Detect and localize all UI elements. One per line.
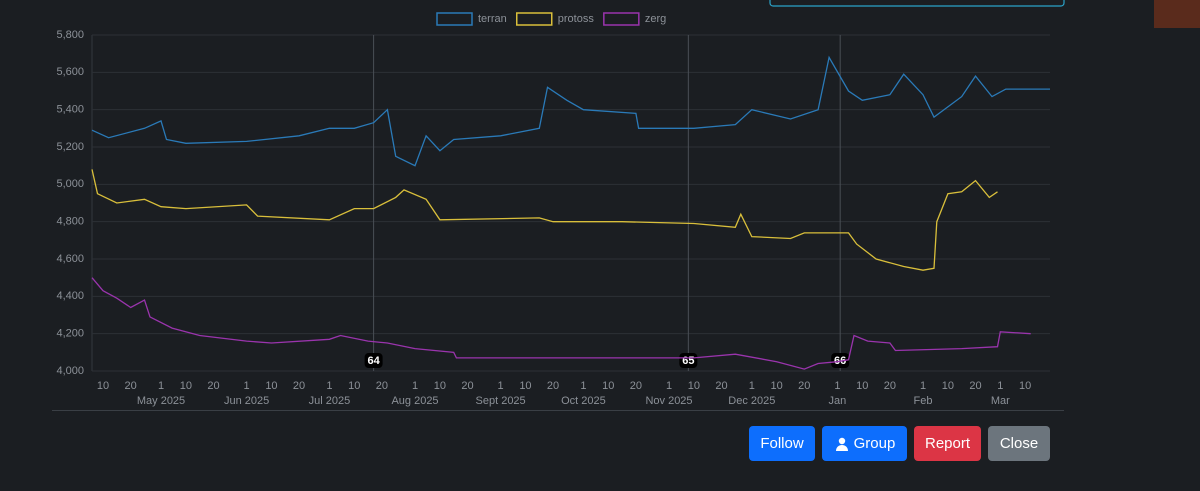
x-tick-label: 1 (749, 380, 755, 392)
x-tick-label: 10 (265, 380, 277, 392)
x-tick-label: 20 (884, 380, 896, 392)
x-month-label: Jun 2025 (224, 395, 269, 407)
x-tick-label: 1 (326, 380, 332, 392)
x-month-label: Oct 2025 (561, 395, 606, 407)
close-button[interactable]: Close (988, 426, 1050, 461)
x-tick-label: 10 (771, 380, 783, 392)
group-button[interactable]: Group (822, 426, 907, 461)
x-tick-label: 10 (688, 380, 700, 392)
x-tick-label: 20 (461, 380, 473, 392)
group-label: Group (853, 435, 896, 452)
x-month-label: Jul 2025 (309, 395, 351, 407)
x-tick-label: 20 (207, 380, 219, 392)
x-tick-label: 1 (244, 380, 250, 392)
x-tick-label: 10 (602, 380, 614, 392)
group-icon (835, 437, 848, 451)
x-tick-label: 1 (580, 380, 586, 392)
x-month-label: Nov 2025 (645, 395, 692, 407)
legend-label: terran (478, 13, 507, 25)
y-tick-label: 5,800 (56, 29, 84, 41)
x-tick-label: 1 (158, 380, 164, 392)
x-tick-label: 1 (834, 380, 840, 392)
y-tick-label: 4,600 (56, 253, 84, 265)
legend-label: protoss (558, 13, 595, 25)
y-tick-label: 4,800 (56, 216, 84, 228)
y-tick-label: 4,400 (56, 290, 84, 302)
season-badge (679, 353, 698, 368)
x-tick-label: 10 (519, 380, 531, 392)
season-badge (364, 353, 383, 368)
x-tick-label: 20 (715, 380, 727, 392)
x-tick-label: 1 (920, 380, 926, 392)
x-month-label: Jan (829, 395, 847, 407)
x-tick-label: 1 (412, 380, 418, 392)
x-tick-label: 20 (376, 380, 388, 392)
season-label: 64 (367, 355, 380, 367)
legend-label: zerg (645, 13, 666, 25)
x-tick-label: 20 (293, 380, 305, 392)
report-button[interactable]: Report (914, 426, 981, 461)
x-tick-label: 10 (856, 380, 868, 392)
x-tick-label: 10 (348, 380, 360, 392)
avatar (1154, 0, 1200, 28)
x-month-label: Sept 2025 (476, 395, 526, 407)
y-tick-label: 5,600 (56, 66, 84, 78)
x-tick-label: 1 (498, 380, 504, 392)
y-tick-label: 4,000 (56, 365, 84, 377)
x-month-label: Aug 2025 (391, 395, 438, 407)
x-tick-label: 20 (969, 380, 981, 392)
x-tick-label: 10 (434, 380, 446, 392)
series-line (91, 55, 1050, 167)
x-month-label: Dec 2025 (728, 395, 775, 407)
season-badge (831, 353, 850, 368)
x-tick-label: 1 (666, 380, 672, 392)
series-line (91, 169, 998, 271)
x-tick-label: 20 (630, 380, 642, 392)
top-panel (769, 0, 1065, 7)
x-tick-label: 10 (1019, 380, 1031, 392)
follow-button[interactable]: Follow (749, 426, 815, 461)
legend-swatch (516, 12, 553, 26)
x-tick-label: 10 (942, 380, 954, 392)
legend-swatch (603, 12, 640, 26)
y-tick-label: 5,200 (56, 141, 84, 153)
x-tick-label: 1 (997, 380, 1003, 392)
legend-swatch (436, 12, 473, 26)
series-line (91, 277, 1031, 370)
x-month-label: Feb (914, 395, 933, 407)
season-label: 65 (682, 355, 694, 367)
y-tick-label: 5,400 (56, 104, 84, 116)
y-tick-label: 4,200 (56, 328, 84, 340)
x-tick-label: 10 (180, 380, 192, 392)
x-tick-label: 20 (798, 380, 810, 392)
x-tick-label: 10 (97, 380, 109, 392)
x-tick-label: 20 (547, 380, 559, 392)
x-month-label: May 2025 (137, 395, 185, 407)
y-tick-label: 5,000 (56, 178, 84, 190)
x-month-label: Mar (991, 395, 1010, 407)
x-tick-label: 20 (125, 380, 137, 392)
